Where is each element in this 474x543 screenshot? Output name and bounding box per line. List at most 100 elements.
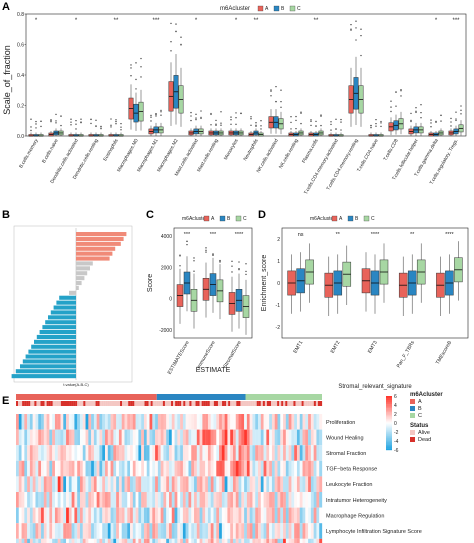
legend-swatch-b <box>219 215 226 222</box>
panel-e-status-cell <box>156 401 159 406</box>
panel-e-status-cell <box>107 401 110 406</box>
panel-e-heat-cell <box>157 429 161 446</box>
panel-e-heat-cell <box>24 429 28 446</box>
panel-e-heat-cell <box>285 507 289 524</box>
panel-e-status-cell <box>254 401 257 406</box>
panel-c-box-2-2-outlier <box>245 263 247 265</box>
panel-e-heat-cell <box>27 507 31 524</box>
panel-e-heat-cell <box>266 429 270 446</box>
panel-e-status-cell <box>87 401 90 406</box>
panel-e-heat-cell <box>32 460 36 477</box>
panel-e-heat-cell <box>141 523 145 539</box>
panel-d-xtick: EMT3 <box>367 340 379 355</box>
panel-e-heat-cell <box>219 492 223 508</box>
panel-e-heat-cell <box>85 414 89 430</box>
panel-e-heat-cell <box>230 414 234 430</box>
panel-b-bar-14 <box>56 300 76 305</box>
panel-e-heat-cell <box>280 429 284 446</box>
panel-e-heat-cell <box>310 445 314 461</box>
panel-e-heat-cell <box>182 507 186 524</box>
panel-e-heat-cell <box>232 492 236 508</box>
panel-e-heat-cell <box>29 507 33 524</box>
panel-c-box-0-1-outlier <box>186 240 188 243</box>
panel-e-heat-cell <box>169 414 172 430</box>
panel-e-heat-cell <box>41 492 44 508</box>
panel-e-colorbar-step <box>386 417 392 420</box>
panel-e-heat-cell <box>213 445 217 461</box>
panel-e-heat-cell <box>271 523 275 539</box>
panel-e-heat-cell <box>199 476 203 492</box>
panel-e-heat-cell <box>260 538 264 543</box>
panel-e-heat-cell <box>157 523 161 539</box>
panel-e-heat-cell <box>32 476 36 492</box>
panel-e-heat-cell <box>91 460 95 477</box>
panel-e-status-cell <box>246 401 249 406</box>
panel-e-heat-cell <box>46 523 50 539</box>
panel-e-colorbar-step <box>386 405 392 407</box>
panel-b-bar-17 <box>48 315 76 320</box>
panel-e-status-cell <box>295 401 298 406</box>
panel-e-heat-cell <box>96 538 100 543</box>
panel-e-heat-cell <box>230 445 234 461</box>
panel-e-heat-cell <box>310 538 314 543</box>
panel-e-heat-cell <box>71 429 75 446</box>
panel-a-box-4-2-outlier <box>120 129 122 131</box>
panel-e-heat-cell <box>54 523 58 539</box>
panel-e-heat-cell <box>113 492 117 508</box>
panel-e-heat-cell <box>230 476 234 492</box>
panel-e-heat-cell <box>41 538 44 543</box>
panel-e-status-cell <box>42 401 45 406</box>
panel-e-heat-cell <box>296 538 300 543</box>
panel-e-heat-cell <box>88 507 92 524</box>
panel-a-box-1-1-outlier <box>55 120 57 122</box>
panel-e-heat-cell <box>174 492 178 508</box>
panel-b-bar-7 <box>76 266 90 271</box>
panel-a-sig: * <box>195 18 198 24</box>
legend-swatch-b <box>347 215 354 222</box>
panel-e-heat-cell <box>241 414 245 430</box>
panel-e-status-cell <box>115 401 119 406</box>
panel-e-heat-cell <box>160 429 164 446</box>
panel-e-heat-cell <box>113 476 117 492</box>
panel-e-colorbar-tick: 6 <box>394 394 397 400</box>
panel-e-heat-cell <box>124 476 128 492</box>
panel-e-heat-cell <box>99 523 103 539</box>
panel-e-heat-cell <box>302 538 306 543</box>
panel-e-heat-cell <box>124 445 128 461</box>
panel-e-heat-cell <box>196 445 200 461</box>
panel-e-heat-cell <box>149 492 153 508</box>
panel-e-status-cell <box>64 401 68 406</box>
panel-e-heat-cell <box>285 429 289 446</box>
panel-e-heat-cell <box>157 538 161 543</box>
panel-e-heat-cell <box>85 538 89 543</box>
panel-e-heat-cell <box>38 445 42 461</box>
panel-e-heat-cell <box>241 538 245 543</box>
panel-e-heat-cell <box>88 445 92 461</box>
panel-e-heat-cell <box>230 429 234 446</box>
panel-e-heat-cell <box>71 492 75 508</box>
panel-a-box-14-2-outlier <box>320 114 322 116</box>
panel-e-heat-cell <box>38 492 42 508</box>
panel-e-status-cell <box>142 401 145 406</box>
panel-e-status-cell <box>271 401 274 406</box>
panel-e-heat-cell <box>246 414 250 430</box>
panel-e-heat-cell <box>113 445 117 461</box>
panel-e-heat-cell <box>18 460 22 477</box>
panel-e-heat-cell <box>24 507 28 524</box>
panel-e-heat-cell <box>283 492 286 508</box>
panel-e-heat-cell <box>285 460 289 477</box>
panel-e-colorbar-tick: 4 <box>394 403 397 409</box>
panel-a-box-17-2-outlier <box>380 122 382 124</box>
panel-e-status-cell <box>299 401 302 406</box>
panel-e-heat-cell <box>52 460 56 477</box>
panel-e-heat-cell <box>219 538 223 543</box>
panel-e-heat-cell <box>191 538 195 543</box>
panel-a-box-12-0-outlier <box>270 95 272 97</box>
panel-e-heat-cell <box>274 460 278 477</box>
panel-a-box-3-1-outlier <box>95 125 97 128</box>
panel-d-legend-title: m6Acluster <box>310 216 335 222</box>
panel-e-heat-cell <box>207 492 211 508</box>
panel-e-heat-cell <box>146 460 150 477</box>
panel-e-heat-cell <box>310 507 314 524</box>
panel-e-heat-cell <box>305 538 309 543</box>
